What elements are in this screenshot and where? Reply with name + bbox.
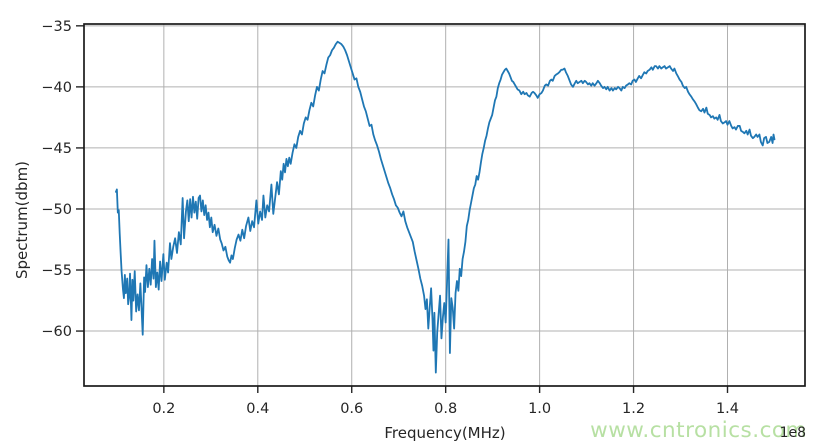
y-tick-label: −35 (41, 19, 72, 35)
y-tick-label: −55 (41, 263, 72, 279)
x-axis-offset-label: 1e8 (780, 425, 806, 441)
y-axis-label: Spectrum(dbm) (13, 161, 31, 279)
x-tick-label: 0.6 (340, 401, 363, 417)
plot-border (83, 23, 806, 387)
x-tick-label: 0.4 (246, 401, 269, 417)
x-axis-label: Frequency(MHz) (384, 424, 505, 442)
x-tick-label: 1.0 (528, 401, 551, 417)
y-tick-label: −60 (41, 324, 72, 340)
x-tick-label: 0.8 (434, 401, 457, 417)
y-tick-label: −45 (41, 141, 72, 157)
y-tick-label: −40 (41, 80, 72, 96)
x-tick-labels: 0.2 0.4 0.6 0.8 1.0 1.2 1.4 (152, 401, 739, 417)
y-tick-label: −50 (41, 202, 72, 218)
x-tick-label: 0.2 (152, 401, 175, 417)
x-tick-label: 1.4 (716, 401, 739, 417)
watermark-text: www.cntronics.com (590, 418, 807, 443)
y-tick-labels: −35 −40 −45 −50 −55 −60 (41, 19, 72, 340)
y-ticks (76, 25, 84, 332)
spectrum-trace (115, 40, 776, 374)
x-ticks (163, 386, 729, 393)
x-tick-label: 1.2 (622, 401, 645, 417)
